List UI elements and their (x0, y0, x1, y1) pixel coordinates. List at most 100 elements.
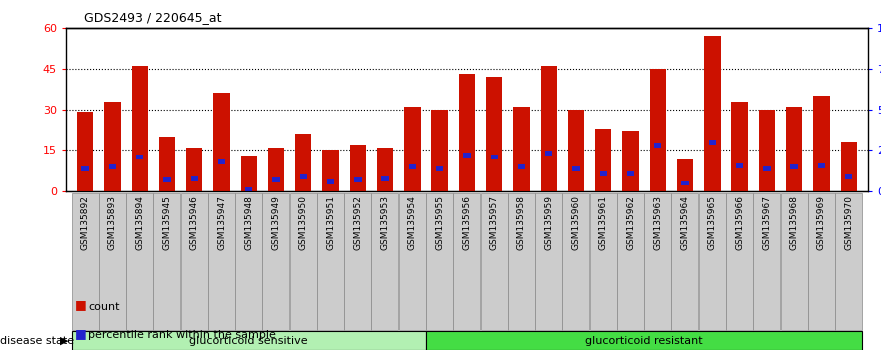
Text: GSM135956: GSM135956 (463, 195, 471, 250)
FancyBboxPatch shape (835, 193, 862, 330)
Bar (186, 148, 203, 191)
Text: GSM135965: GSM135965 (707, 195, 717, 250)
Text: GSM135969: GSM135969 (817, 195, 825, 250)
Text: count: count (88, 302, 120, 312)
Text: GSM135970: GSM135970 (844, 195, 853, 250)
Bar (595, 129, 611, 191)
Text: GSM135957: GSM135957 (490, 195, 499, 250)
Bar (104, 102, 121, 191)
Text: percentile rank within the sample: percentile rank within the sample (88, 330, 276, 340)
FancyBboxPatch shape (426, 331, 862, 350)
Bar (295, 134, 312, 191)
FancyBboxPatch shape (480, 193, 507, 330)
Bar (736, 163, 744, 167)
Bar (518, 164, 525, 169)
FancyBboxPatch shape (99, 193, 126, 330)
Bar (241, 156, 257, 191)
FancyBboxPatch shape (426, 193, 453, 330)
Bar (327, 179, 334, 184)
Bar (136, 154, 144, 159)
Bar (677, 159, 693, 191)
Text: GSM135948: GSM135948 (244, 195, 253, 250)
FancyBboxPatch shape (399, 193, 426, 330)
Bar (300, 174, 307, 179)
Bar (813, 96, 830, 191)
Text: ▶: ▶ (60, 336, 69, 346)
Text: GSM135892: GSM135892 (81, 195, 90, 250)
FancyBboxPatch shape (617, 193, 644, 330)
FancyBboxPatch shape (808, 193, 835, 330)
FancyBboxPatch shape (726, 193, 753, 330)
Text: GSM135950: GSM135950 (299, 195, 307, 250)
Text: GSM135962: GSM135962 (626, 195, 635, 250)
FancyBboxPatch shape (71, 331, 426, 350)
FancyBboxPatch shape (454, 193, 480, 330)
Bar (459, 74, 475, 191)
Bar (245, 187, 253, 192)
Bar (268, 148, 285, 191)
Bar (218, 159, 226, 164)
Text: GSM135958: GSM135958 (517, 195, 526, 250)
Bar (573, 166, 580, 171)
Text: GSM135966: GSM135966 (735, 195, 744, 250)
FancyBboxPatch shape (263, 193, 289, 330)
Text: GSM135893: GSM135893 (108, 195, 117, 250)
Bar (845, 174, 853, 179)
Text: GSM135968: GSM135968 (789, 195, 799, 250)
Text: GSM135953: GSM135953 (381, 195, 389, 250)
FancyBboxPatch shape (781, 193, 808, 330)
FancyBboxPatch shape (344, 193, 371, 330)
FancyBboxPatch shape (644, 193, 671, 330)
Bar (708, 140, 716, 145)
Text: GSM135946: GSM135946 (189, 195, 199, 250)
Bar (654, 143, 662, 148)
Text: GSM135952: GSM135952 (353, 195, 362, 250)
Text: ■: ■ (75, 327, 86, 340)
Bar (322, 150, 339, 191)
Text: glucorticoid resistant: glucorticoid resistant (585, 336, 703, 346)
Bar (190, 176, 198, 181)
Bar (763, 166, 771, 171)
Text: glucorticoid sensitive: glucorticoid sensitive (189, 336, 308, 346)
FancyBboxPatch shape (153, 193, 181, 330)
FancyBboxPatch shape (671, 193, 699, 330)
Text: GSM135960: GSM135960 (572, 195, 581, 250)
Bar (786, 107, 803, 191)
Bar (463, 153, 470, 158)
Text: GSM135947: GSM135947 (217, 195, 226, 250)
Bar (759, 110, 775, 191)
Text: GSM135959: GSM135959 (544, 195, 553, 250)
Bar (568, 110, 584, 191)
FancyBboxPatch shape (290, 193, 316, 330)
Bar (514, 107, 529, 191)
Bar (436, 166, 443, 171)
Text: GSM135964: GSM135964 (681, 195, 690, 250)
Text: GSM135961: GSM135961 (599, 195, 608, 250)
Bar (404, 107, 420, 191)
Bar (108, 164, 116, 169)
FancyBboxPatch shape (208, 193, 235, 330)
Bar (627, 171, 634, 176)
Text: GSM135945: GSM135945 (162, 195, 172, 250)
Bar (486, 77, 502, 191)
Bar (818, 163, 825, 167)
Bar (272, 177, 280, 182)
Bar (354, 177, 361, 182)
FancyBboxPatch shape (181, 193, 208, 330)
Bar (432, 110, 448, 191)
Bar (541, 66, 557, 191)
Bar (840, 142, 857, 191)
FancyBboxPatch shape (507, 193, 535, 330)
Bar (159, 137, 175, 191)
FancyBboxPatch shape (71, 193, 99, 330)
FancyBboxPatch shape (372, 193, 398, 330)
Bar (381, 176, 389, 181)
Bar (409, 164, 416, 169)
FancyBboxPatch shape (535, 193, 562, 330)
Bar (704, 36, 721, 191)
Text: GSM135949: GSM135949 (271, 195, 280, 250)
Bar (545, 151, 552, 156)
Text: ■: ■ (75, 298, 86, 312)
Bar (377, 148, 393, 191)
Bar (600, 171, 607, 176)
